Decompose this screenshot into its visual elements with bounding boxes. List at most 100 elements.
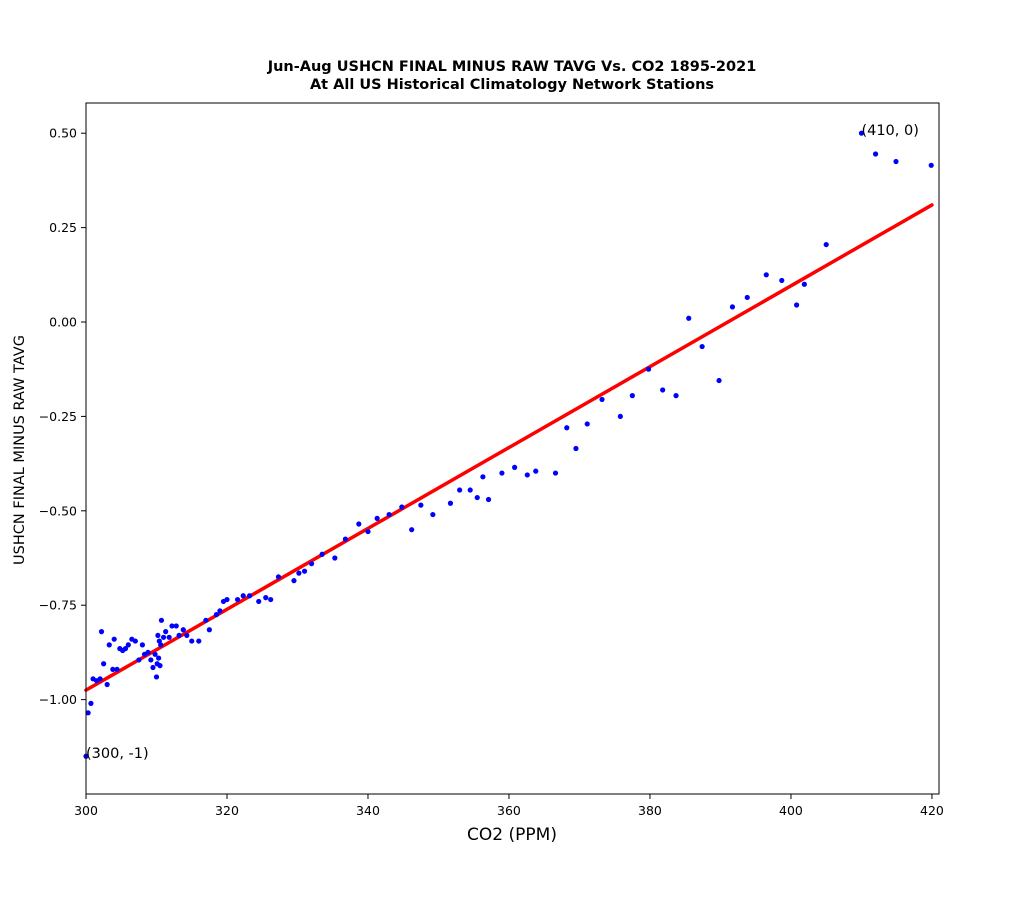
point-annotation: (300, -1) xyxy=(86,746,149,762)
data-point xyxy=(467,487,473,493)
data-point xyxy=(106,642,112,648)
x-axis-ticks: 300 320 340 360 380 400 420 xyxy=(74,794,944,818)
data-point xyxy=(240,593,246,599)
data-point xyxy=(645,366,652,372)
data-point xyxy=(217,608,223,614)
x-tick-label: 400 xyxy=(779,803,803,818)
data-point xyxy=(716,377,722,384)
fit-line-layer xyxy=(84,203,934,692)
data-point xyxy=(153,674,160,680)
data-point xyxy=(332,555,338,561)
point-annotation: (410, 0) xyxy=(861,123,918,139)
data-point xyxy=(98,629,105,635)
data-point xyxy=(564,425,570,431)
data-point xyxy=(156,655,162,661)
data-point xyxy=(158,642,164,648)
x-tick-label: 360 xyxy=(497,803,521,818)
data-point xyxy=(474,494,480,501)
data-point xyxy=(457,487,463,493)
data-point xyxy=(275,574,282,580)
data-point xyxy=(729,304,736,310)
data-point xyxy=(139,642,145,648)
data-point xyxy=(399,504,405,510)
data-point xyxy=(893,158,899,165)
data-point xyxy=(157,663,163,669)
data-point xyxy=(152,651,158,657)
data-point xyxy=(173,623,179,629)
data-point xyxy=(234,596,241,603)
data-point xyxy=(256,598,262,605)
y-axis-label: USHCN FINAL MINUS RAW TAVG xyxy=(12,335,28,565)
data-point xyxy=(374,515,380,521)
data-point xyxy=(872,151,879,157)
data-point xyxy=(176,632,182,639)
data-point xyxy=(101,661,107,667)
y-axis-ticks: 0.50 0.25 0.00 −0.25 −0.50 −0.75 −1.00 xyxy=(39,126,86,707)
y-tick-label: 0.00 xyxy=(49,315,77,330)
x-tick-label: 420 xyxy=(920,803,944,818)
data-point xyxy=(148,657,154,663)
data-point xyxy=(858,130,865,136)
annotations-layer: (410, 0) (300, -1) xyxy=(86,123,919,762)
data-point xyxy=(189,638,195,644)
data-point xyxy=(122,646,129,652)
chart-subtitle: At All US Historical Climatology Network… xyxy=(310,77,714,93)
plot-area-frame xyxy=(85,102,940,795)
y-tick-label: 0.25 xyxy=(49,220,77,235)
data-point xyxy=(386,511,392,518)
y-tick-label: −0.75 xyxy=(39,598,77,613)
data-point xyxy=(97,676,103,682)
data-point xyxy=(779,277,785,284)
data-point xyxy=(145,649,151,656)
data-point xyxy=(169,623,175,629)
data-point xyxy=(291,578,297,584)
data-point xyxy=(163,629,169,635)
data-point xyxy=(132,638,138,644)
data-point xyxy=(206,627,212,633)
data-point xyxy=(268,596,274,603)
data-point xyxy=(763,272,769,278)
data-point xyxy=(158,617,165,623)
x-tick-label: 340 xyxy=(356,803,380,818)
data-point xyxy=(599,396,605,403)
x-axis-label: CO2 (PPM) xyxy=(467,825,557,845)
data-point xyxy=(480,474,486,480)
data-point xyxy=(793,302,800,308)
data-point xyxy=(125,642,131,648)
data-point xyxy=(213,612,220,618)
data-point xyxy=(166,634,172,640)
data-point xyxy=(104,681,110,688)
data-point xyxy=(136,657,142,663)
y-tick-label: −0.50 xyxy=(39,503,77,518)
data-point xyxy=(301,568,308,574)
data-point xyxy=(155,632,161,639)
data-point xyxy=(573,445,579,452)
x-tick-label: 320 xyxy=(215,803,239,818)
data-point xyxy=(699,343,705,350)
data-point xyxy=(365,528,371,535)
data-point xyxy=(447,500,454,506)
data-point xyxy=(928,162,934,168)
data-point xyxy=(85,710,91,716)
data-point xyxy=(686,315,692,321)
data-point xyxy=(308,561,315,567)
data-point xyxy=(552,470,559,476)
data-point xyxy=(263,595,269,601)
data-point xyxy=(430,511,436,518)
data-point xyxy=(584,421,590,427)
data-point xyxy=(110,666,116,672)
x-tick-label: 300 xyxy=(74,803,98,818)
data-point xyxy=(617,413,623,420)
fit-line xyxy=(84,203,934,692)
data-point xyxy=(409,527,415,533)
data-point xyxy=(418,502,424,508)
data-point xyxy=(512,464,518,470)
data-point xyxy=(319,551,325,557)
data-point xyxy=(224,596,230,603)
data-point xyxy=(160,634,167,640)
data-point xyxy=(660,387,666,393)
y-tick-label: −0.25 xyxy=(39,409,77,424)
data-point xyxy=(246,593,253,599)
data-point xyxy=(629,393,635,399)
